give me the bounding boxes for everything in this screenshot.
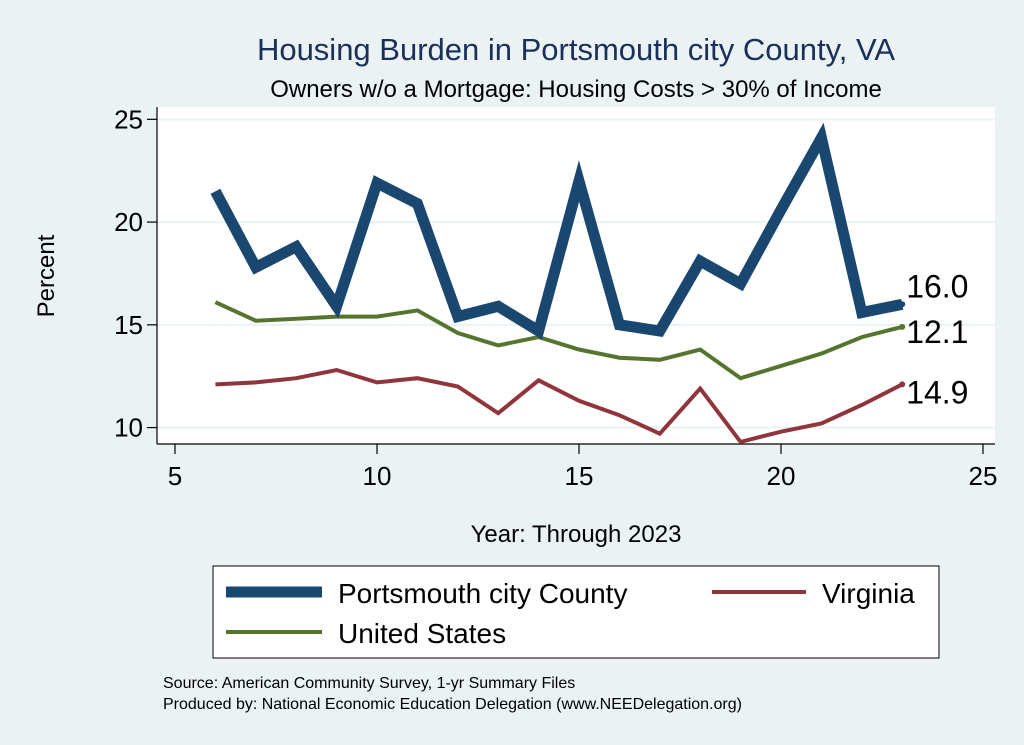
series-lines [210, 122, 904, 445]
source-note: Source: American Community Survey, 1-yr … [163, 675, 575, 692]
chart-title: Housing Burden in Portsmouth city County… [257, 32, 895, 67]
legend-label-2: United States [338, 618, 506, 649]
producer-note: Produced by: National Economic Education… [163, 696, 742, 713]
y-tick-label: 25 [114, 104, 143, 134]
end-point-0 [899, 301, 906, 308]
x-tick-label: 5 [168, 461, 182, 491]
series-line-2 [214, 300, 903, 381]
y-tick-label: 15 [114, 310, 143, 340]
x-tick-label: 10 [363, 461, 392, 491]
legend-box [212, 565, 940, 659]
legend-label-0: Portsmouth city County [338, 578, 627, 609]
end-label-1: 12.1 [906, 314, 968, 350]
x-tick-label: 15 [565, 461, 594, 491]
chart-subtitle: Owners w/o a Mortgage: Housing Costs > 3… [270, 76, 882, 103]
end-label-2: 14.9 [906, 374, 968, 410]
x-tick-label: 25 [969, 461, 998, 491]
x-axis-label: Year: Through 2023 [471, 521, 682, 548]
end-label-0: 16.0 [906, 268, 968, 304]
plot-area [157, 107, 995, 444]
legend-label-1: Virginia [822, 578, 915, 609]
gridlines [157, 118, 995, 429]
end-labels: 16.0 12.1 14.9 [899, 268, 968, 410]
series-line-1 [215, 367, 904, 445]
series-line-0 [210, 122, 904, 340]
axis-ticks: 10 15 20 25 5 10 15 20 25 [114, 104, 997, 491]
x-tick-label: 20 [767, 461, 796, 491]
y-axis-label: Percent [33, 234, 60, 317]
y-tick-label: 20 [114, 207, 143, 237]
y-tick-label: 10 [114, 413, 143, 443]
end-point-1 [899, 381, 906, 388]
end-point-2 [899, 323, 906, 330]
legend: Portsmouth city County Virginia United Sta… [226, 578, 915, 649]
